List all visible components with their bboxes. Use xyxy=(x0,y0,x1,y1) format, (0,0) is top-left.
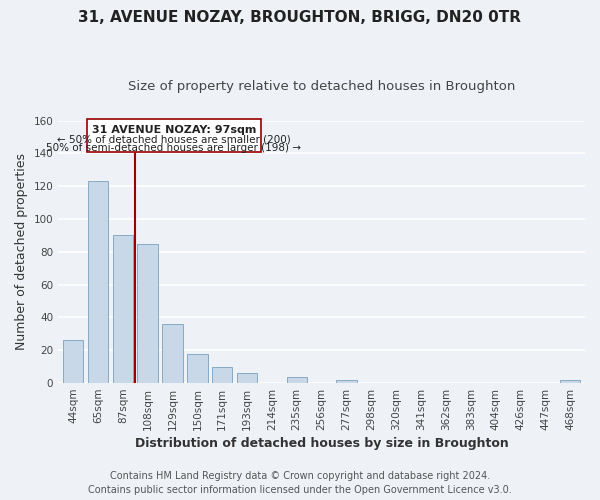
Bar xyxy=(187,354,208,383)
Text: 50% of semi-detached houses are larger (198) →: 50% of semi-detached houses are larger (… xyxy=(46,142,301,152)
Bar xyxy=(237,373,257,383)
Bar xyxy=(212,366,232,383)
Bar xyxy=(560,380,580,383)
Text: Contains HM Land Registry data © Crown copyright and database right 2024.
Contai: Contains HM Land Registry data © Crown c… xyxy=(88,471,512,495)
Bar xyxy=(63,340,83,383)
Text: 31, AVENUE NOZAY, BROUGHTON, BRIGG, DN20 0TR: 31, AVENUE NOZAY, BROUGHTON, BRIGG, DN20… xyxy=(79,10,521,25)
Title: Size of property relative to detached houses in Broughton: Size of property relative to detached ho… xyxy=(128,80,515,93)
Bar xyxy=(88,182,108,383)
Text: 31 AVENUE NOZAY: 97sqm: 31 AVENUE NOZAY: 97sqm xyxy=(92,124,256,134)
X-axis label: Distribution of detached houses by size in Broughton: Distribution of detached houses by size … xyxy=(135,437,508,450)
Bar xyxy=(287,376,307,383)
Bar xyxy=(137,244,158,383)
Text: ← 50% of detached houses are smaller (200): ← 50% of detached houses are smaller (20… xyxy=(57,134,290,144)
FancyBboxPatch shape xyxy=(87,119,260,152)
Bar xyxy=(162,324,182,383)
Y-axis label: Number of detached properties: Number of detached properties xyxy=(15,154,28,350)
Bar xyxy=(336,380,356,383)
Bar xyxy=(113,236,133,383)
